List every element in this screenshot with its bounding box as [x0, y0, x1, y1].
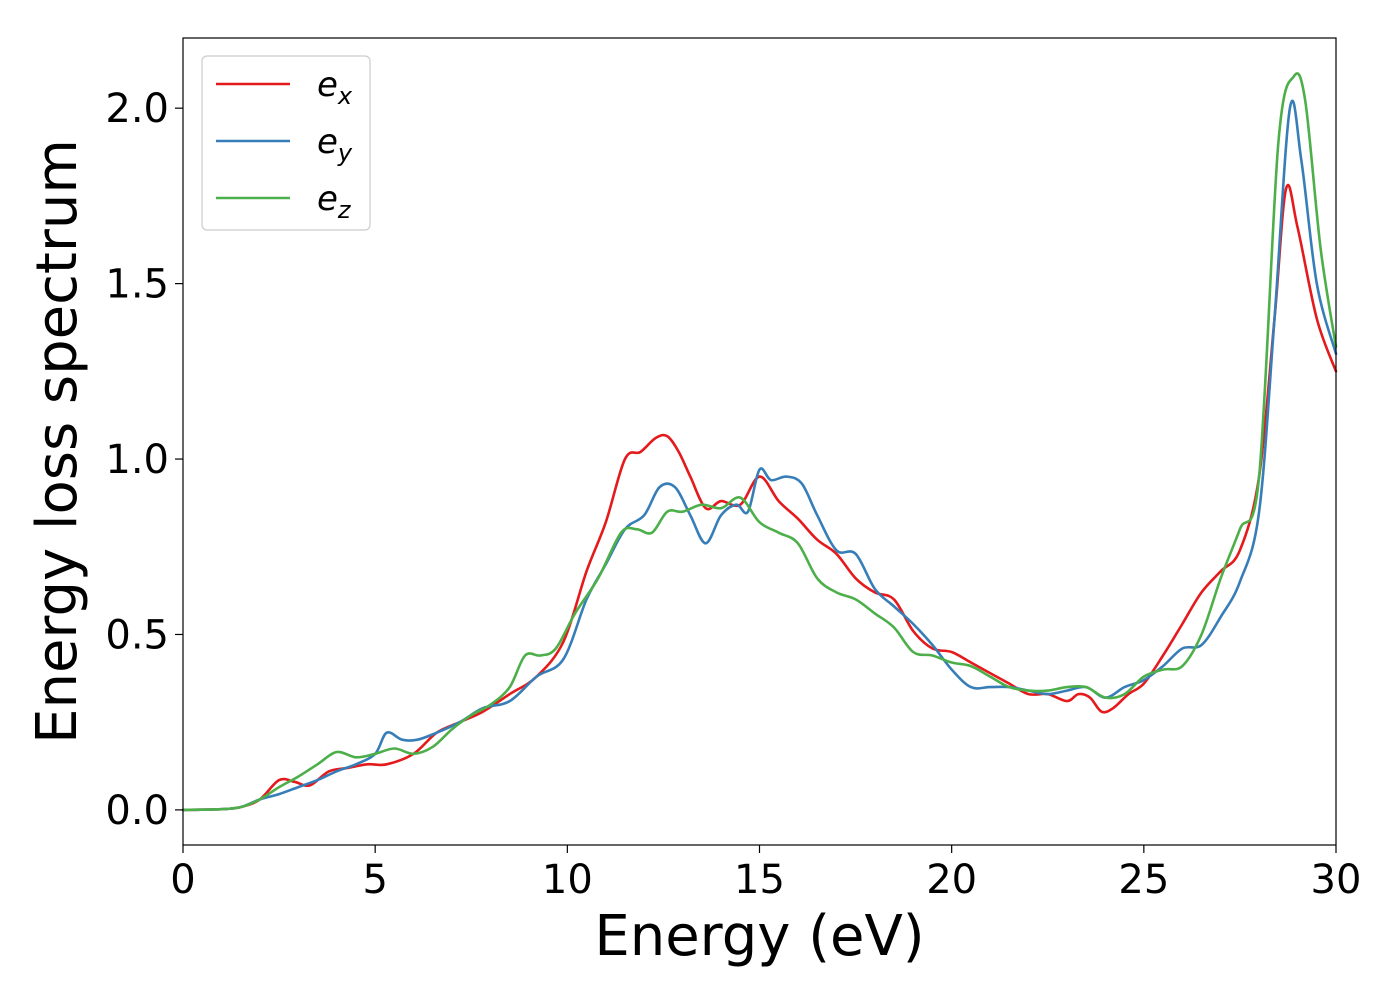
series-line-z	[181, 72, 1338, 812]
legend-label-x: ex	[317, 65, 353, 110]
x-tick-label: 30	[1311, 857, 1362, 903]
x-axis-ticks: 0 5 10 15 20 25 30	[170, 845, 1361, 903]
series-line-y	[181, 99, 1338, 812]
y-axis-title: Energy loss spectrum	[25, 139, 90, 744]
x-tick-label: 25	[1118, 857, 1169, 903]
x-tick-label: 0	[170, 857, 195, 903]
y-tick-label: 1.0	[105, 437, 169, 483]
legend-box	[201, 55, 371, 231]
x-tick-label: 10	[542, 857, 593, 903]
x-axis-title: Energy (eV)	[594, 904, 924, 969]
x-tick-label: 15	[734, 857, 785, 903]
y-tick-label: 2.0	[105, 86, 169, 132]
y-axis-ticks: 0.0 0.5 1.0 1.5 2.0	[105, 86, 183, 834]
series-line-x	[181, 183, 1338, 812]
y-tick-label: 1.5	[105, 262, 169, 308]
y-tick-label: 0.0	[105, 788, 169, 834]
series-layer	[181, 72, 1338, 812]
x-tick-label: 5	[362, 857, 387, 903]
y-tick-label: 0.5	[105, 612, 169, 658]
legend-label-y: ey	[317, 122, 353, 167]
x-tick-label: 20	[926, 857, 977, 903]
